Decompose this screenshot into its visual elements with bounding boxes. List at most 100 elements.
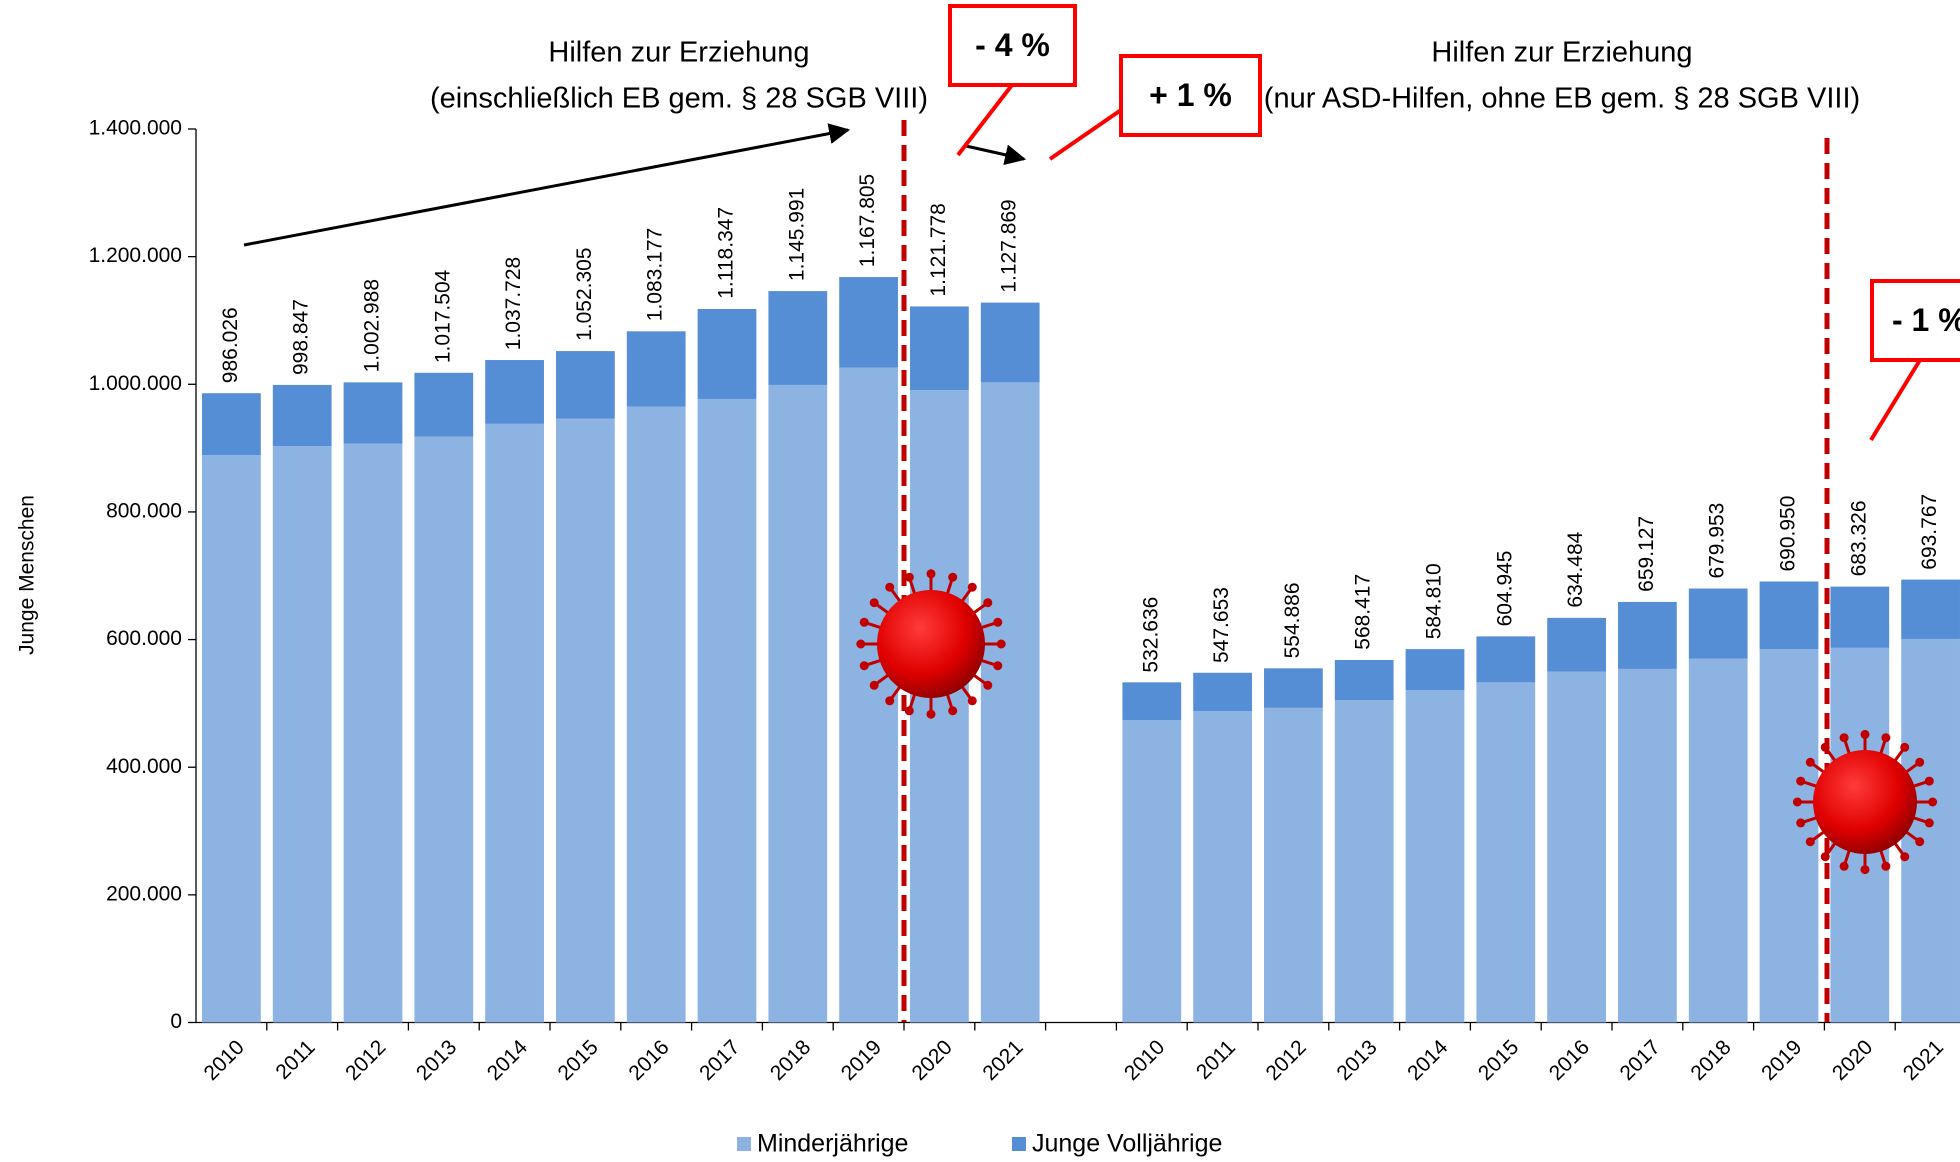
total-label: 693.767 — [1918, 494, 1941, 570]
group-title: Hilfen zur Erziehung — [1431, 37, 1692, 69]
bar-segment — [839, 367, 898, 1023]
bar-segment — [1264, 668, 1323, 708]
virus-spike-tip — [869, 680, 879, 690]
total-label: 1.145.991 — [785, 188, 808, 281]
total-label: 998.847 — [290, 299, 313, 375]
bar-segment — [910, 390, 969, 1023]
bar-segment — [485, 423, 544, 1023]
x-tick-label: 2019 — [837, 1036, 886, 1085]
bar-segment — [1122, 719, 1182, 1023]
virus-spike-tip — [885, 696, 895, 706]
total-label: 1.118.347 — [715, 207, 738, 299]
x-tick-label: 2019 — [1757, 1036, 1806, 1085]
bar-segment — [839, 277, 898, 368]
bar-segment — [202, 393, 261, 456]
virus-spike-tip — [859, 617, 869, 627]
virus-spike-tip — [996, 639, 1006, 649]
virus-spike-tip — [1881, 733, 1891, 743]
virus-spike-tip — [967, 696, 977, 706]
x-tick-label: 2014 — [1403, 1035, 1453, 1085]
total-label: 1.121.778 — [927, 203, 950, 296]
total-label: 1.037.728 — [502, 257, 525, 350]
y-tick-label: 1.200.000 — [89, 244, 182, 267]
virus-spike-tip — [856, 639, 866, 649]
y-tick-label: 1.000.000 — [89, 372, 182, 395]
virus-spike-tip — [1860, 865, 1870, 875]
group-title: (einschließlich EB gem. § 28 SGB VIII) — [430, 83, 928, 115]
x-tick-label: 2013 — [412, 1036, 461, 1085]
bar-segment — [1688, 658, 1748, 1023]
virus-spike-tip — [1839, 733, 1849, 743]
callout-box — [1870, 279, 1960, 362]
bar-segment — [1901, 638, 1960, 1023]
x-tick-label: 2020 — [908, 1036, 957, 1085]
trend-arrow — [965, 144, 1027, 166]
bar-segment — [343, 443, 403, 1023]
total-label: 679.953 — [1706, 503, 1729, 579]
virus-spike-tip — [885, 582, 895, 592]
y-tick-label: 200.000 — [106, 882, 182, 905]
x-tick-label: 2011 — [271, 1036, 319, 1084]
bar-segment — [1547, 617, 1606, 672]
y-tick-label: 400.000 — [106, 755, 182, 778]
virus-spike-tip — [1796, 818, 1806, 828]
bar-segment — [556, 351, 615, 419]
y-tick-label: 800.000 — [106, 499, 182, 522]
y-tick-label: 0 — [170, 1010, 182, 1033]
x-tick-label: 2016 — [1545, 1036, 1594, 1085]
y-axis-label: Junge Menschen — [16, 495, 39, 655]
bar-segment — [1759, 649, 1819, 1023]
total-label: 1.052.305 — [573, 247, 596, 340]
virus-body — [1813, 750, 1917, 854]
total-label: 1.002.988 — [361, 279, 384, 372]
bar-segment — [272, 384, 332, 447]
callout-pointer — [1869, 358, 1922, 442]
bar-segment — [980, 302, 1040, 383]
callout-text: - 1 % — [1892, 302, 1960, 338]
bar-segment — [1405, 689, 1465, 1023]
total-label: 634.484 — [1564, 531, 1587, 607]
virus-spike-tip — [948, 572, 958, 582]
bar-segment — [980, 382, 1040, 1023]
virus-spike-tip — [1820, 742, 1830, 752]
total-label: 986.026 — [219, 307, 242, 383]
bar-segment — [414, 436, 474, 1023]
bar-segment — [626, 406, 686, 1023]
virus-spike-tip — [926, 709, 936, 719]
total-label: 1.017.504 — [431, 269, 454, 363]
callout-text: - 4 % — [975, 27, 1050, 63]
total-label: 584.810 — [1423, 563, 1446, 639]
bar-segment — [1334, 700, 1394, 1023]
bar-segment — [1405, 649, 1465, 690]
x-tick-label: 2011 — [1192, 1036, 1240, 1084]
virus-spike-tip — [948, 706, 958, 716]
virus-spike-tip — [983, 598, 993, 608]
virus-icon — [856, 569, 1006, 719]
virus-spike-tip — [926, 569, 936, 579]
virus-icon — [1792, 729, 1938, 875]
virus-spike-tip — [1900, 852, 1910, 862]
callout-pointer — [1048, 108, 1123, 161]
callout-text: + 1 % — [1149, 77, 1232, 113]
virus-body — [877, 590, 985, 698]
legend-label: Minderjährige — [757, 1130, 908, 1158]
x-tick-label: 2018 — [1686, 1036, 1735, 1085]
x-tick-label: 2012 — [341, 1036, 390, 1085]
bar-segment — [697, 398, 757, 1023]
bar-segment — [202, 455, 261, 1023]
group-title: (nur ASD-Hilfen, ohne EB gem. § 28 SGB V… — [1264, 83, 1860, 115]
virus-spike-tip — [1820, 852, 1830, 862]
bar-segment — [768, 291, 828, 385]
total-label: 1.083.177 — [644, 228, 667, 321]
legend-swatch — [737, 1137, 751, 1151]
x-tick-label: 2017 — [695, 1036, 744, 1085]
x-tick-label: 2021 — [978, 1036, 1027, 1085]
bar-segment — [414, 372, 474, 437]
total-label: 1.127.869 — [998, 199, 1021, 292]
total-label: 1.167.805 — [856, 174, 879, 267]
total-label: 547.653 — [1210, 587, 1233, 663]
bar-segment — [343, 382, 403, 444]
x-tick-label: 2021 — [1899, 1036, 1948, 1085]
total-label: 604.945 — [1493, 550, 1516, 626]
